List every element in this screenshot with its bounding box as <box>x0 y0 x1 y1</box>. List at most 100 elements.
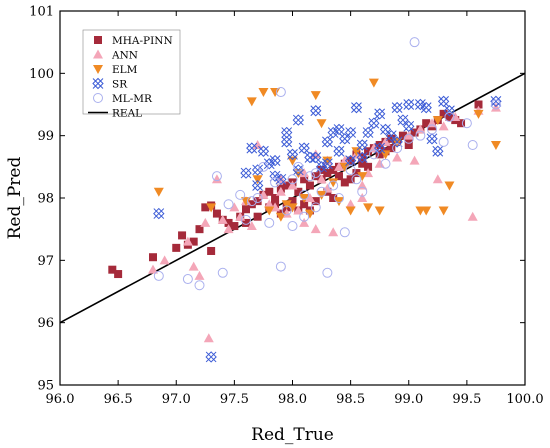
mha-pinn-point <box>300 175 309 184</box>
ml-mr-point <box>275 261 286 272</box>
elm-point <box>490 141 501 151</box>
legend-label-mha-pinn: MHA-PINN <box>112 35 173 47</box>
mha-pinn-point <box>457 119 466 128</box>
elm-point <box>421 206 432 216</box>
sr-point <box>362 126 374 139</box>
mha-pinn-point <box>387 144 396 153</box>
sr-point <box>356 139 368 151</box>
legend-marker-mha-pinn <box>94 36 102 44</box>
elm-point <box>275 212 286 222</box>
sr-point <box>315 161 328 173</box>
ann-point <box>203 333 214 343</box>
elm-point <box>304 209 315 219</box>
mha-pinn-point <box>178 231 187 240</box>
sr-point <box>344 154 357 167</box>
mha-pinn-point <box>445 112 454 121</box>
mha-pinn-point <box>346 175 355 184</box>
ann-point <box>194 270 205 280</box>
ann-point <box>299 168 310 178</box>
ann-point <box>467 211 478 221</box>
elm-point <box>368 78 379 88</box>
ann-point <box>188 261 199 271</box>
elm-point <box>293 169 304 179</box>
ann-point <box>304 193 315 202</box>
ml-mr-point <box>392 143 403 154</box>
mha-pinn-point <box>172 243 181 252</box>
ann-point <box>450 111 461 121</box>
sr-point <box>310 105 322 117</box>
mha-pinn-point <box>375 150 384 159</box>
elm-point <box>264 206 275 216</box>
x-tick-label: 97.5 <box>220 392 249 407</box>
series-ml-mr <box>153 37 501 291</box>
elm-point <box>287 156 298 166</box>
mha-pinn-point <box>207 246 216 255</box>
elm-point <box>374 206 385 216</box>
ml-mr-point <box>281 205 292 216</box>
elm-point <box>299 194 310 203</box>
mha-pinn-point <box>212 209 221 218</box>
mha-pinn-point <box>242 218 250 227</box>
elm-point <box>258 88 269 98</box>
sr-point <box>251 164 264 176</box>
ml-mr-point <box>217 267 228 278</box>
sr-point <box>333 123 345 136</box>
y-tick-label: 97 <box>37 254 54 269</box>
sr-point <box>403 120 415 133</box>
x-tick-label: 98.0 <box>278 392 307 407</box>
ml-mr-point <box>409 37 420 48</box>
ann-point <box>334 161 344 171</box>
ann-point <box>438 121 449 131</box>
ann-point <box>427 118 437 128</box>
x-tick-label: 99.0 <box>394 392 423 407</box>
ml-mr-point <box>368 149 379 160</box>
elm-point <box>328 178 339 188</box>
elm-point <box>241 197 251 207</box>
elm-point <box>339 162 350 172</box>
sr-point <box>246 142 258 154</box>
elm-point <box>432 116 443 126</box>
sr-point <box>356 151 368 164</box>
sr-point <box>437 95 450 108</box>
mha-pinn-point <box>335 172 343 181</box>
ann-point <box>345 199 356 209</box>
ann-point <box>392 152 403 162</box>
ml-mr-point <box>153 270 164 281</box>
ann-point <box>310 224 321 234</box>
sr-point <box>420 101 432 114</box>
ml-mr-point <box>328 180 339 191</box>
ann-point <box>275 186 286 196</box>
ml-mr-point <box>264 217 275 228</box>
x-axis-title: Red_True <box>251 425 334 445</box>
ann-point <box>287 180 298 190</box>
mha-pinn-point <box>242 205 250 214</box>
sr-point <box>344 126 357 139</box>
ann-point <box>316 174 327 184</box>
mha-pinn-point <box>300 200 309 209</box>
sr-point <box>368 117 380 129</box>
mha-pinn-point <box>439 109 448 118</box>
y-tick-label: 98 <box>37 192 54 207</box>
elm-point <box>438 206 449 216</box>
sr-point <box>373 108 386 120</box>
ml-mr-point <box>310 202 321 213</box>
mha-pinn-point <box>364 162 373 171</box>
sr-point <box>286 148 299 161</box>
ann-point <box>264 199 275 209</box>
mha-pinn-point <box>108 265 117 274</box>
ann-point <box>246 221 257 231</box>
mha-pinn-point <box>114 270 123 279</box>
mha-pinn-point <box>201 203 210 212</box>
ann-point <box>217 214 228 224</box>
x-tick-label: 97.0 <box>162 392 191 407</box>
ml-mr-point <box>270 177 281 188</box>
sr-point <box>426 133 438 145</box>
ann-point <box>322 183 333 193</box>
data-points-layer <box>108 37 502 363</box>
elm-point <box>246 97 257 107</box>
mha-pinn-point <box>358 159 367 168</box>
mha-pinn-point <box>410 128 419 137</box>
mha-pinn-point <box>271 194 280 202</box>
legend-label-real: REAL <box>112 108 142 120</box>
ann-point <box>293 205 304 215</box>
